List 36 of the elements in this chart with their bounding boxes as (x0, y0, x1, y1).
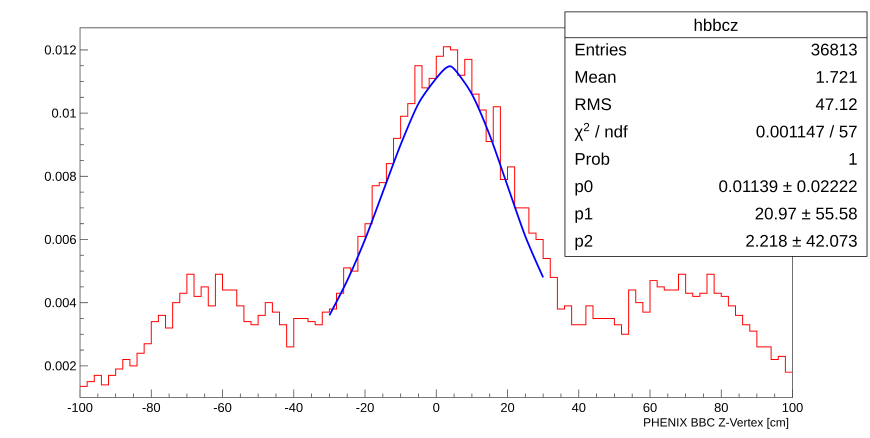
y-tick-label: 0.012 (44, 45, 76, 54)
x-tick-label: -20 (356, 402, 374, 412)
x-tick-label: -40 (285, 402, 303, 412)
y-tick-label: 0.002 (44, 361, 76, 370)
annotation: 0.01139 ± 0.02222 (719, 180, 857, 192)
text: 47.12 (816, 98, 857, 110)
x-tick-label: 100 (782, 402, 803, 412)
annotation: hbbcz (694, 18, 738, 31)
y-tick-label: 0.004 (44, 298, 76, 308)
annotation: p2 (575, 234, 592, 250)
y-tick-label: 0.01 (52, 108, 76, 118)
y-tick-label: 0.006 (44, 234, 76, 244)
x-tick-label: -100 (68, 402, 92, 412)
line-series (328, 65, 544, 316)
annotation: Prob (576, 152, 610, 165)
annotation: p1 (575, 208, 592, 223)
text: 36813 (811, 44, 857, 56)
annotation: Entries (576, 43, 626, 56)
x-tick-label: 0 (433, 402, 440, 412)
annotation: 2.218 ± 42.073 (746, 234, 857, 247)
y-tick-label: 0.008 (44, 172, 76, 181)
annotation: p0 (575, 180, 592, 196)
x-tick-label: -80 (142, 402, 160, 412)
annotation: 20.97 ± 55.58 (756, 208, 857, 220)
x-tick-label: 80 (714, 402, 728, 412)
text: 1.721 (816, 70, 857, 83)
annotation: Mean (576, 71, 616, 83)
annotation: 0.001147 / 57 (756, 125, 857, 138)
x-tick-label: 20 (501, 402, 514, 412)
text: 1 (849, 153, 857, 165)
x-axis-title: PHENIX BBC Z-Vertex [cm] (644, 418, 788, 429)
annotation: χ$^{2}$ / ndf (574, 122, 628, 141)
x-tick-label: 60 (644, 402, 657, 412)
x-tick-label: -60 (214, 402, 232, 412)
annotation: RMS (576, 98, 612, 110)
x-tick-label: 40 (572, 402, 586, 412)
